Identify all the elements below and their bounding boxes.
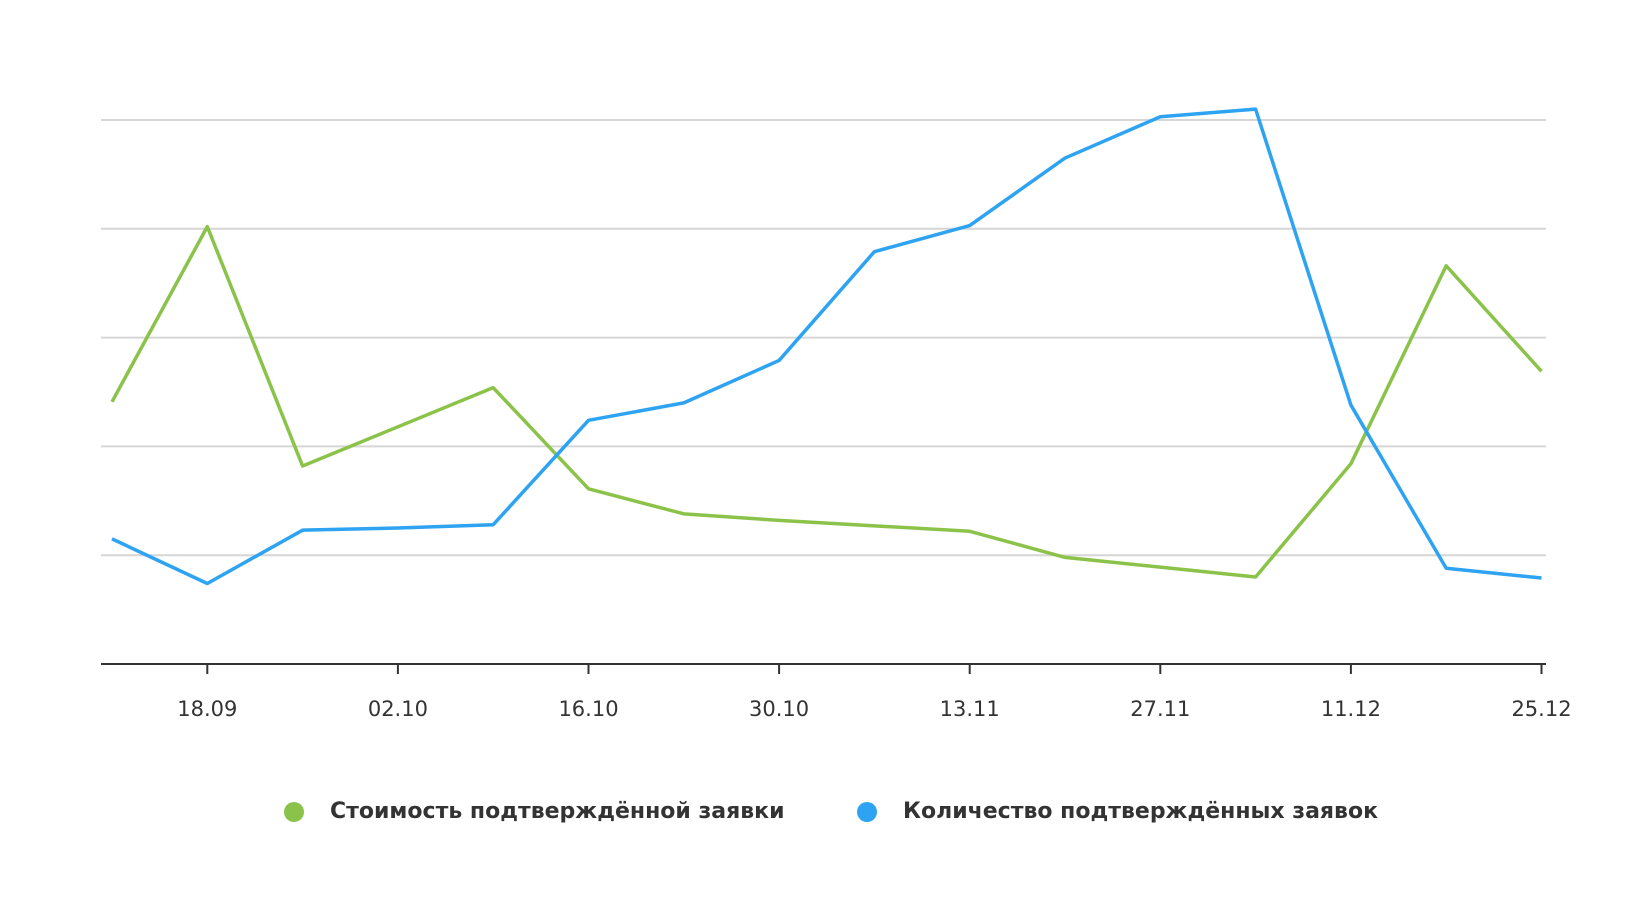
x-tick-label: 25.12 xyxy=(1511,697,1571,721)
x-tick-label: 16.10 xyxy=(558,697,618,721)
x-tick-label: 02.10 xyxy=(368,697,428,721)
x-tick-label: 18.09 xyxy=(177,697,237,721)
x-tick-label: 30.10 xyxy=(749,697,809,721)
series-line xyxy=(110,224,1543,579)
series-line xyxy=(111,107,1542,586)
legend-label: Стоимость подтверждённой заявки xyxy=(330,799,785,824)
legend-label: Количество подтверждённых заявок xyxy=(903,799,1378,824)
x-tick-label: 11.12 xyxy=(1321,697,1381,721)
x-tick-label: 27.11 xyxy=(1130,697,1190,721)
x-tick-label: 13.11 xyxy=(940,697,1000,721)
legend-marker xyxy=(284,802,304,822)
legend-marker xyxy=(857,802,877,822)
